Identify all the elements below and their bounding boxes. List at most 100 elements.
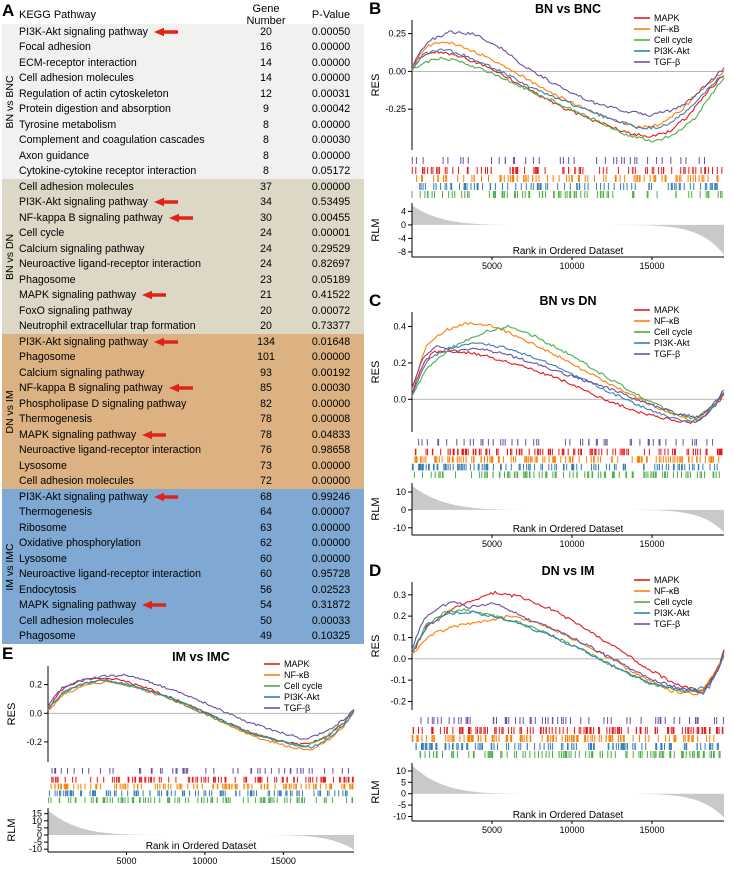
pathway-cell: Lysosome (2, 553, 234, 565)
pathway-name: Phagosome (19, 630, 76, 643)
gene-number-cell: 20 (260, 25, 272, 38)
gene-number-cell: 37 (260, 180, 272, 193)
gene-number-cell: 64 (260, 506, 272, 519)
p-value-cell: 0.29529 (311, 242, 351, 255)
svg-text:NF-κB: NF-κB (654, 24, 680, 34)
svg-text:0.25: 0.25 (388, 29, 406, 39)
pathway-name: Calcium signaling pathway (19, 366, 145, 379)
group-label: BN vs BNC (4, 74, 16, 129)
pathway-name: Phagosome (19, 273, 76, 286)
svg-text:10000: 10000 (559, 261, 584, 271)
pathway-name: Regulation of actin cytoskeleton (19, 87, 169, 100)
pathway-name: Tyrosine metabolism (19, 118, 117, 131)
p-value-cell: 0.95728 (311, 568, 351, 581)
p-value-cell: 0.00000 (311, 41, 351, 54)
pathway-name: Focal adhesion (19, 41, 91, 54)
pathway-cell: Neutrophil extracellular trap formation (2, 320, 234, 332)
svg-text:-0.25: -0.25 (385, 104, 406, 114)
gsea-panel-im-vs-imc: IM vs IMC 0.2 0.0 -0.2 RES MAPK NF-κB Cell cycl… (2, 648, 364, 870)
gene-number-cell: 30 (260, 211, 272, 224)
svg-text:0.1: 0.1 (393, 632, 406, 642)
table-row: FoxO signaling pathway 20 0.00072 (2, 303, 364, 319)
gene-number-cell: 101 (257, 351, 275, 364)
pathway-name: NF-kappa B signaling pathway (19, 382, 163, 395)
svg-text:PI3K-Akt: PI3K-Akt (654, 608, 690, 618)
pathway-name: PI3K-Akt signaling pathway (19, 335, 148, 348)
table-row: Complement and coagulation cascades 8 0.00… (2, 133, 364, 149)
p-value-cell: 0.00000 (311, 56, 351, 69)
table-row: PI3K-Akt signaling pathway 34 0.53495 (2, 195, 364, 211)
svg-text:0.0: 0.0 (393, 654, 406, 664)
res-plot: 0.2 0.0 -0.2 RES (6, 666, 355, 762)
gene-number-cell: 72 (260, 475, 272, 488)
svg-text:10000: 10000 (192, 856, 217, 866)
svg-text:15000: 15000 (639, 539, 664, 549)
pathway-cell: Cell adhesion molecules (2, 475, 234, 487)
svg-text:5: 5 (401, 777, 406, 787)
pathway-name: Neuroactive ligand-receptor interaction (19, 568, 201, 581)
svg-text:0.00: 0.00 (388, 66, 406, 76)
p-value-cell: 0.00000 (311, 72, 351, 85)
p-value-cell: 0.00030 (311, 382, 351, 395)
table-row: NF-kappa B signaling pathway 85 0.00030 (2, 381, 364, 397)
gene-number-cell: 14 (260, 72, 272, 85)
gene-number-cell: 49 (260, 630, 272, 643)
p-value-cell: 0.01648 (311, 335, 351, 348)
pathway-cell: Endocytosis (2, 584, 234, 596)
svg-text:5000: 5000 (116, 856, 136, 866)
svg-text:Cell cycle: Cell cycle (654, 35, 693, 45)
svg-text:RLM: RLM (370, 780, 382, 803)
table-row: ECM-receptor interaction 14 0.00000 (2, 55, 364, 71)
p-value-cell: 0.00007 (311, 506, 351, 519)
p-value-cell: 0.00000 (311, 521, 351, 534)
gene-number-cell: 20 (260, 304, 272, 317)
table-row: Tyrosine metabolism 8 0.00000 (2, 117, 364, 133)
x-axis-title: Rank in Ordered Dataset (513, 810, 624, 821)
pathway-name: Cell cycle (19, 227, 65, 240)
gene-number-cell: 8 (263, 134, 269, 147)
table-row: Neutrophil extracellular trap formation 2… (2, 319, 364, 335)
gene-number-cell: 20 (260, 320, 272, 333)
gene-number-cell: 85 (260, 382, 272, 395)
red-arrow-icon (153, 337, 179, 347)
svg-text:-10: -10 (393, 523, 406, 533)
pathway-cell: MAPK signaling pathway (2, 289, 234, 301)
header-kegg-pathway: KEGG Pathway (19, 9, 97, 21)
gene-number-cell: 68 (260, 490, 272, 503)
p-value-cell: 0.04833 (311, 428, 351, 441)
svg-text:PI3K-Akt: PI3K-Akt (284, 692, 320, 702)
gene-number-cell: 62 (260, 537, 272, 550)
panel-title: BN vs BNC (535, 2, 601, 16)
pathway-name: PI3K-Akt signaling pathway (19, 490, 148, 503)
pathway-name: Thermogenesis (19, 413, 93, 426)
table-row: Thermogenesis 64 0.00007 (2, 505, 364, 521)
table-row: Endocytosis 56 0.02523 (2, 582, 364, 598)
svg-text:15: 15 (32, 809, 42, 819)
svg-text:MAPK: MAPK (284, 659, 310, 669)
gene-number-cell: 76 (260, 444, 272, 457)
pathway-cell: MAPK signaling pathway (2, 599, 234, 611)
pathway-cell: NF-kappa B signaling pathway (2, 382, 234, 394)
pathway-name: Neuroactive ligand-receptor interaction (19, 444, 201, 457)
pathway-name: ECM-receptor interaction (19, 56, 137, 69)
rlm-plot: 105 0-5-10 5000 10000 15000 Rank in Ordered D… (370, 763, 724, 835)
svg-text:RLM: RLM (370, 218, 382, 241)
kegg-table-header: KEGG Pathway Gene Number P-Value (2, 3, 364, 27)
p-value-cell: 0.00031 (311, 87, 351, 100)
table-row: PI3K-Akt signaling pathway 134 0.01648 (2, 334, 364, 350)
p-value-cell: 0.00072 (311, 304, 351, 317)
pathway-name: PI3K-Akt signaling pathway (19, 196, 148, 209)
table-row: Cell cycle 24 0.00001 (2, 226, 364, 242)
pathway-cell: Phagosome (2, 351, 234, 363)
table-row: Focal adhesion 16 0.00000 (2, 40, 364, 56)
table-row: Cell adhesion molecules 50 0.00033 (2, 613, 364, 629)
pathway-name: Calcium signaling pathway (19, 242, 145, 255)
kegg-table-body: BN vs BNC PI3K-Akt signaling pathway 20 0.0… (2, 24, 364, 644)
p-value-cell: 0.73377 (311, 320, 351, 333)
svg-text:Cell cycle: Cell cycle (654, 327, 693, 337)
pathway-name: Cell adhesion molecules (19, 614, 134, 627)
red-arrow-icon (141, 290, 167, 300)
svg-text:-10: -10 (29, 844, 42, 854)
p-value-cell: 0.00000 (311, 118, 351, 131)
